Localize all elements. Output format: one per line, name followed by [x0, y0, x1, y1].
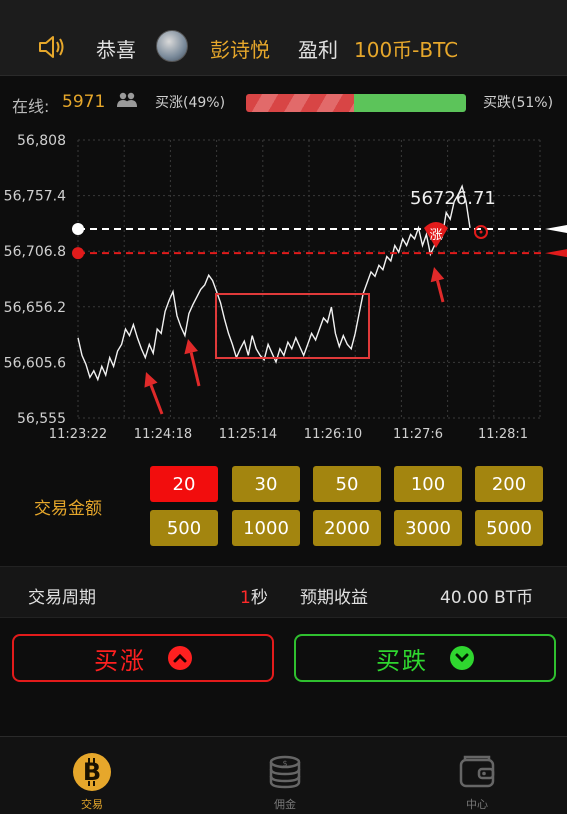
y-tick-label: 56,706.8: [4, 244, 66, 260]
y-tick-label: 56,605.6: [4, 355, 66, 371]
current-price-label: 56726.71: [410, 188, 496, 209]
ratio-down-fill: [353, 94, 466, 112]
buy-up-label: 买涨: [94, 646, 146, 675]
y-tick-label: 56,757.4: [4, 189, 66, 205]
x-tick-label: 11:25:14: [219, 427, 277, 442]
buy-down-ratio-label: 买跌(51%): [483, 95, 554, 111]
ticker-username: 彭诗悦: [210, 38, 270, 62]
users-icon: [117, 92, 137, 107]
expected-profit-value: 40.00 BT币: [440, 588, 534, 608]
winner-ticker: 恭喜 彭诗悦 盈利 100币-BTC: [0, 0, 567, 76]
annotation-arrow: [189, 352, 201, 387]
ticker-congrats: 恭喜: [96, 38, 136, 62]
expected-profit-label: 预期收益: [300, 588, 368, 608]
annotation-arrow: [436, 280, 445, 303]
amount-option[interactable]: 100: [394, 466, 462, 502]
x-tick-label: 11:27:6: [393, 427, 443, 442]
period-number: 1: [240, 588, 251, 608]
y-tick-label: 56,808: [17, 133, 66, 149]
annotation-arrow-head: [430, 267, 445, 283]
current-price-dot: [72, 223, 84, 236]
x-tick-label: 11:24:18: [134, 427, 192, 442]
chevron-down-icon: [450, 646, 474, 670]
online-count: 5971: [62, 92, 106, 112]
chevron-up-icon: [168, 646, 192, 670]
x-tick-label: 11:23:22: [49, 427, 107, 442]
avatar: [156, 30, 188, 62]
buy-up-button[interactable]: 买涨: [12, 634, 274, 682]
coins-icon: $: [269, 755, 301, 789]
buy-up-ratio-label: 买涨(49%): [155, 95, 226, 111]
amount-option[interactable]: 500: [150, 510, 218, 546]
ticker-profit-word: 盈利: [298, 38, 338, 62]
nav-center[interactable]: 中心: [437, 746, 517, 812]
price-chart: 56,808 56,757.4 56,706.8 56,656.2 56,605.6 56…: [4, 133, 567, 442]
current-price-pointer: [545, 225, 567, 234]
amount-option[interactable]: 1000: [232, 510, 300, 546]
svg-text:$: $: [282, 759, 287, 768]
annotation-arrow-head: [144, 372, 158, 388]
buy-down-label: 买跌: [376, 646, 428, 675]
amount-option[interactable]: 2000: [313, 510, 381, 546]
ticker-profit-amount: 100币-BTC: [354, 38, 459, 62]
highlight-box: [215, 293, 370, 359]
trade-period-label: 交易周期: [28, 588, 96, 608]
x-tick-label: 11:28:1: [478, 427, 528, 442]
buy-down-button[interactable]: 买跌: [294, 634, 556, 682]
amount-option[interactable]: 200: [475, 466, 543, 502]
end-point-center: [479, 230, 483, 234]
trade-amount-label: 交易金额: [34, 499, 102, 519]
ratio-up-fill: [246, 94, 354, 112]
online-label: 在线:: [12, 97, 50, 116]
annotation-arrow-head: [184, 339, 199, 355]
trade-period-value: 1秒: [240, 583, 268, 608]
amount-option[interactable]: 30: [232, 466, 300, 502]
svg-text:B: B: [83, 758, 101, 786]
annotation-arrow: [149, 384, 164, 415]
speaker-icon: [39, 36, 64, 58]
amount-option[interactable]: 50: [313, 466, 381, 502]
y-tick-label: 56,656.2: [4, 300, 66, 316]
nav-commission[interactable]: $ 佣金: [245, 746, 325, 812]
buy-up-marker-text: 涨: [429, 228, 442, 243]
end-point-marker: [474, 225, 488, 239]
amount-option[interactable]: 3000: [394, 510, 462, 546]
amount-option[interactable]: 5000: [475, 510, 543, 546]
nav-trade[interactable]: B 交易: [52, 746, 132, 812]
trade-period-row: [0, 566, 567, 618]
amount-option[interactable]: 20: [150, 466, 218, 502]
sentiment-ratio-bar: [246, 94, 466, 112]
nav-trade-label: 交易: [81, 798, 103, 811]
entry-price-dot: [72, 247, 84, 260]
period-unit: 秒: [250, 588, 268, 608]
nav-commission-label: 佣金: [274, 798, 296, 811]
x-tick-label: 11:26:10: [304, 427, 362, 442]
wallet-icon: [459, 755, 495, 788]
price-series-line: [77, 184, 471, 382]
buy-up-marker: [424, 222, 448, 248]
entry-price-pointer: [545, 249, 567, 258]
nav-center-label: 中心: [466, 798, 488, 811]
bitcoin-icon: B: [73, 753, 111, 791]
y-tick-label: 56,555: [17, 411, 66, 427]
